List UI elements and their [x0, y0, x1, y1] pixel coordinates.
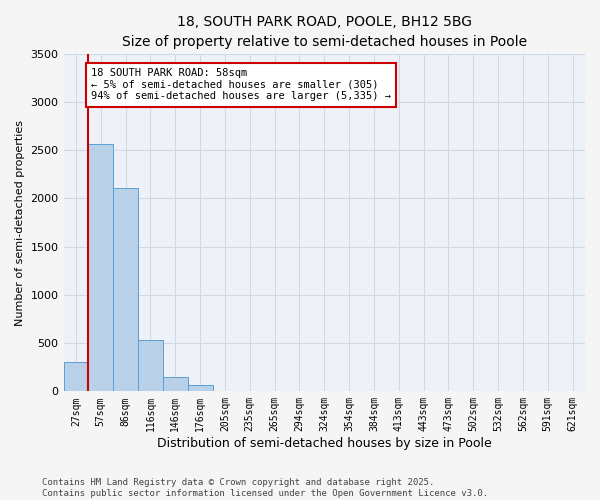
Title: 18, SOUTH PARK ROAD, POOLE, BH12 5BG
Size of property relative to semi-detached : 18, SOUTH PARK ROAD, POOLE, BH12 5BG Siz… — [122, 15, 527, 48]
Bar — [138, 340, 163, 392]
Bar — [163, 378, 188, 392]
Y-axis label: Number of semi-detached properties: Number of semi-detached properties — [15, 120, 25, 326]
X-axis label: Distribution of semi-detached houses by size in Poole: Distribution of semi-detached houses by … — [157, 437, 491, 450]
Text: 18 SOUTH PARK ROAD: 58sqm
← 5% of semi-detached houses are smaller (305)
94% of : 18 SOUTH PARK ROAD: 58sqm ← 5% of semi-d… — [91, 68, 391, 102]
Bar — [64, 362, 88, 392]
Bar — [113, 188, 138, 392]
Bar — [88, 144, 113, 392]
Text: Contains HM Land Registry data © Crown copyright and database right 2025.
Contai: Contains HM Land Registry data © Crown c… — [42, 478, 488, 498]
Bar — [188, 385, 212, 392]
